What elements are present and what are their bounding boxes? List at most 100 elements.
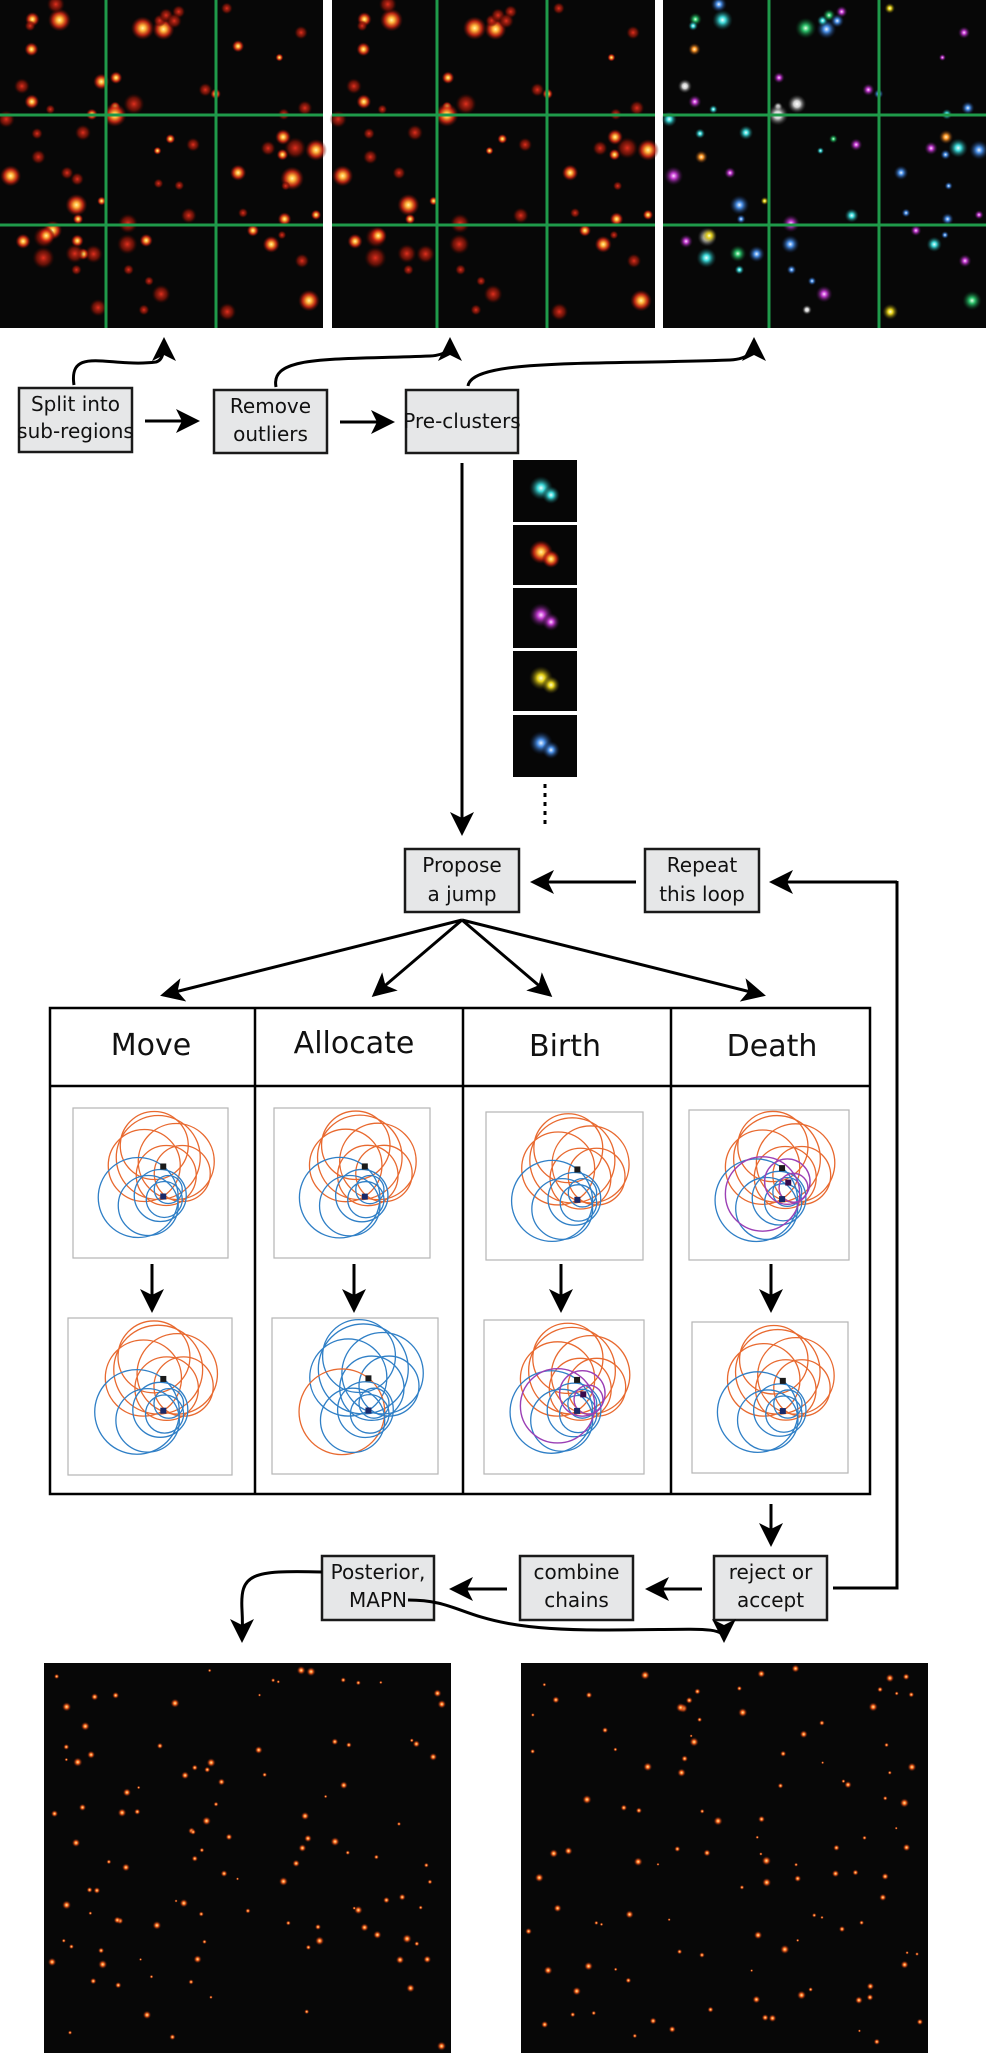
localisation-spot: [97, 196, 107, 206]
posterior-point: [635, 1807, 643, 1814]
arrow-remove-to-panel2: [274, 337, 462, 388]
cluster-thumbnails: [513, 460, 577, 826]
cluster-spot: [938, 129, 954, 145]
posterior-point: [584, 1961, 593, 1971]
localisation-spot: [246, 224, 260, 237]
posterior-point: [304, 1834, 312, 1843]
cluster-spot: [738, 125, 754, 140]
cluster-thumbnail: [542, 613, 560, 631]
posterior-point: [613, 1967, 618, 1972]
localisation-spot: [363, 127, 375, 140]
posterior-point: [884, 1742, 889, 1748]
cluster-spot: [969, 140, 986, 160]
localisation-spot: [275, 53, 284, 62]
posterior-point: [61, 1900, 72, 1910]
posterior-point: [881, 1872, 889, 1881]
allocate-header: Allocate: [294, 1026, 415, 1061]
posterior-point: [80, 1721, 90, 1731]
localisation-spot: [262, 235, 280, 253]
localisation-spot: [470, 304, 482, 316]
posterior-point: [758, 1815, 766, 1823]
remove-label-2: outliers: [233, 422, 308, 446]
posterior-point: [854, 1996, 863, 2005]
localisation-spot: [220, 2, 233, 15]
localisation-spot: [404, 213, 416, 225]
death-header: Death: [727, 1029, 818, 1064]
posterior-point: [899, 1798, 910, 1808]
localisation-spot: [612, 181, 623, 191]
posterior-point: [640, 1670, 650, 1680]
localisation-spot: [378, 0, 397, 14]
localisation-spot: [578, 224, 592, 237]
posterior-point: [777, 1782, 784, 1789]
circle-ensemble-thumbnail: [273, 1107, 431, 1259]
posterior-point: [188, 1979, 194, 1985]
posterior-point: [78, 1803, 87, 1812]
posterior-point: [373, 1854, 379, 1860]
localisation-spot: [277, 212, 292, 226]
cluster-spot: [948, 138, 969, 158]
posterior-point: [409, 1738, 414, 1743]
posterior-point: [762, 1877, 772, 1888]
svg-text:accept: accept: [737, 1588, 804, 1612]
localisation-spot: [74, 124, 92, 141]
posterior-point: [61, 1938, 66, 1943]
posterior-point: [152, 1920, 162, 1930]
localisation-spot: [364, 246, 387, 269]
split-box: Split into sub-regions: [17, 386, 134, 454]
localisation-spot: [231, 40, 245, 53]
localisation-spot: [130, 16, 155, 40]
svg-text:Propose: Propose: [422, 853, 501, 877]
svg-text:Pre-clusters: Pre-clusters: [403, 409, 520, 433]
cluster-spot: [708, 104, 718, 114]
posterior-point: [206, 1758, 216, 1768]
posterior-point: [736, 1685, 743, 1692]
posterior-point: [433, 1689, 442, 1698]
posterior-point: [71, 1838, 81, 1848]
posterior-point: [314, 1923, 322, 1931]
cluster-spot: [760, 196, 769, 206]
localisation-spot: [144, 276, 154, 286]
cluster-spot: [893, 165, 909, 181]
localisation-spot: [569, 207, 581, 218]
cluster-spot: [736, 214, 746, 224]
posterior-point: [868, 1702, 878, 1712]
posterior-point: [585, 1691, 593, 1699]
localisation-spot: [46, 0, 65, 14]
localisation-spot: [498, 13, 514, 29]
posterior-point: [549, 1849, 559, 1858]
combine-chains-box: combine chains: [518, 1554, 635, 1622]
cluster-spot: [795, 17, 817, 39]
circle-ensemble-thumbnail: [688, 1109, 850, 1261]
posterior-point: [402, 1934, 412, 1944]
localisation-spot: [24, 94, 40, 110]
posterior-point: [838, 1925, 846, 1933]
posterior-point: [285, 1920, 291, 1926]
posterior-point: [149, 1974, 154, 1979]
posterior-point: [833, 1844, 840, 1852]
localisation-spot: [123, 93, 145, 115]
pre-clusters-box: Pre-clusters: [403, 388, 521, 455]
localisation-spot: [123, 264, 134, 276]
posterior-point: [395, 1955, 405, 1965]
posterior-point: [63, 1743, 70, 1751]
svg-text:this loop: this loop: [659, 882, 745, 906]
localisation-spot: [84, 244, 103, 264]
posterior-point: [262, 1772, 268, 1778]
cluster-spot: [688, 94, 702, 109]
cluster-spot: [940, 231, 949, 239]
posterior-point: [61, 1702, 72, 1712]
localisation-spot: [298, 289, 320, 312]
posterior-point: [552, 1696, 560, 1704]
posterior-point: [820, 1761, 825, 1765]
localisation-spot: [406, 124, 424, 141]
svg-text:a jump: a jump: [427, 882, 496, 906]
localisation-spot: [363, 149, 378, 165]
posterior-point: [752, 1995, 761, 2004]
posterior-point: [768, 2014, 777, 2023]
posterior-point: [64, 1757, 69, 1762]
localisation-spot: [441, 71, 455, 85]
posterior-point: [304, 2009, 310, 2015]
posterior-point: [429, 1752, 438, 1761]
